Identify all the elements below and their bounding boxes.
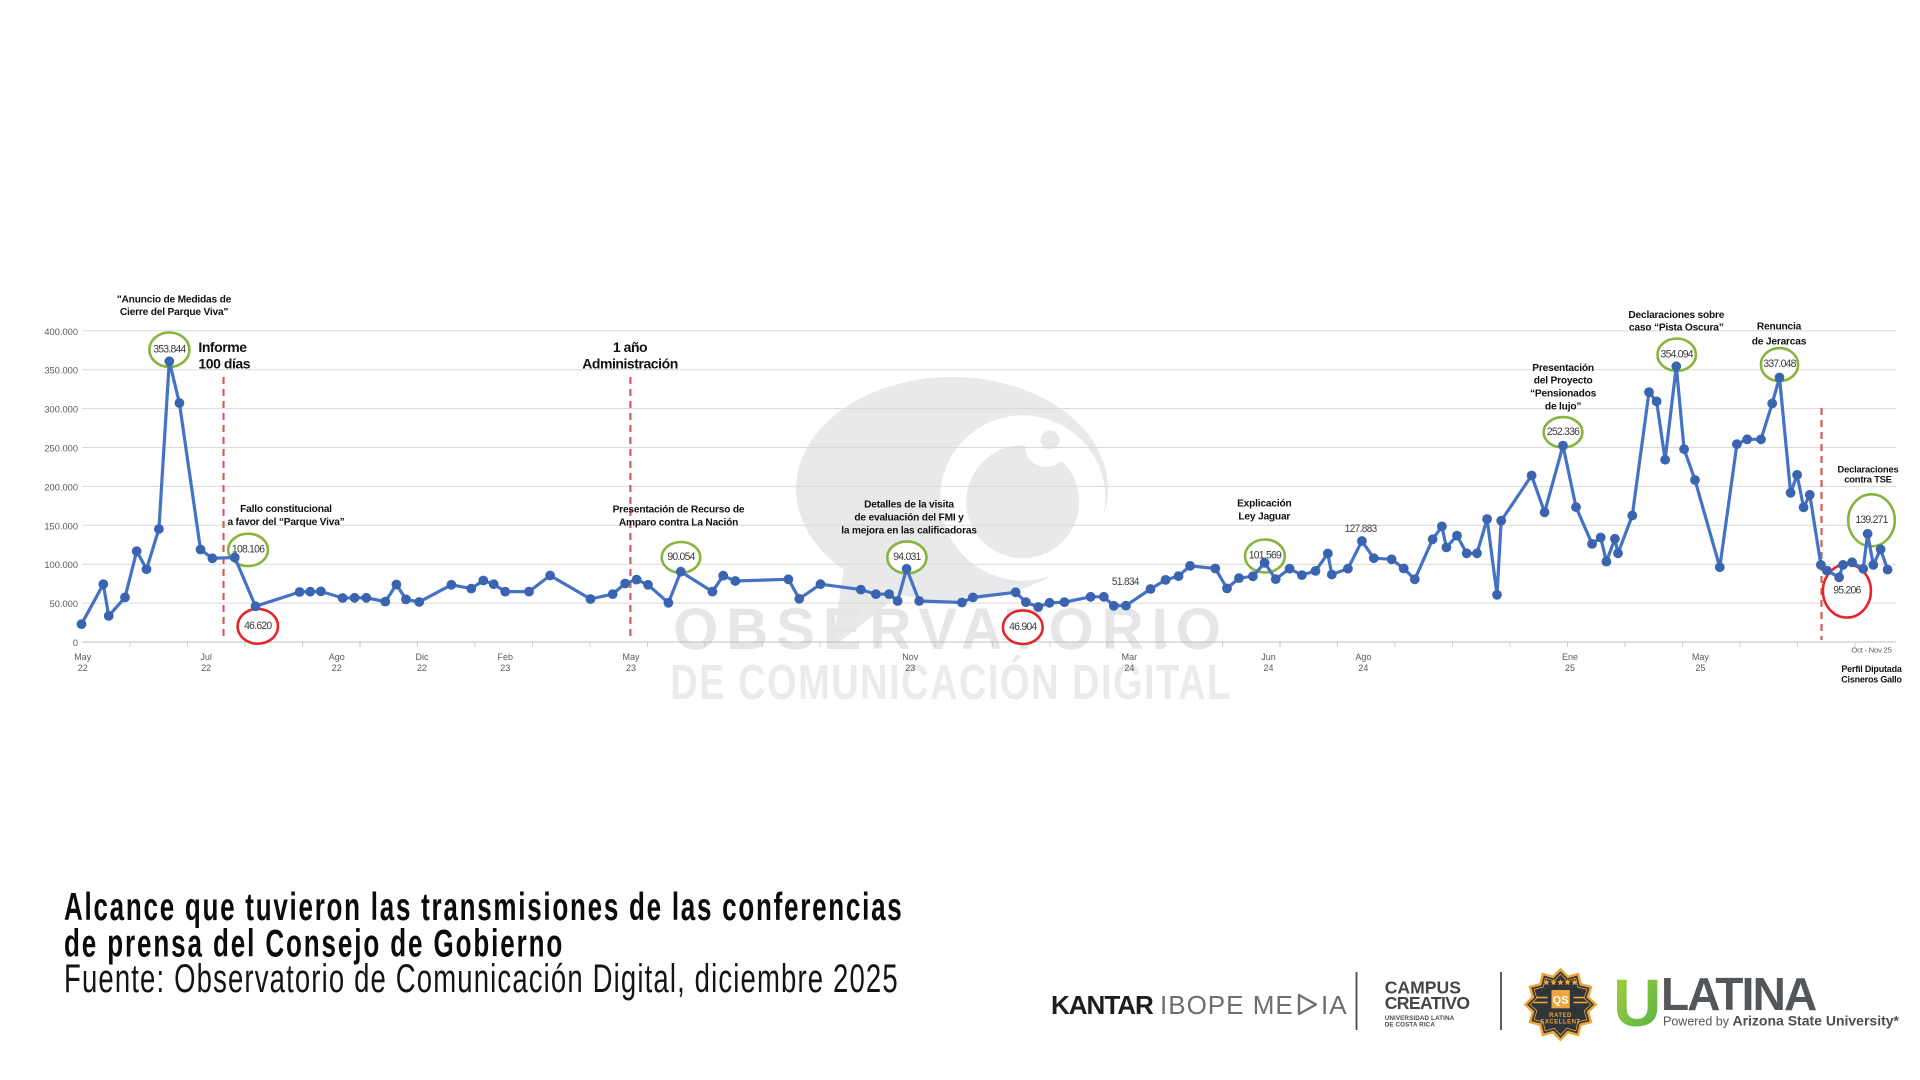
svg-text:Ago: Ago — [329, 652, 345, 662]
svg-text:353.844: 353.844 — [153, 343, 186, 355]
svg-text:IA: IA — [1321, 990, 1348, 1020]
svg-text:RATED: RATED — [1549, 1013, 1572, 1019]
svg-text:Jun: Jun — [1261, 652, 1276, 662]
svg-text:May: May — [1692, 652, 1710, 662]
svg-text:Administración: Administración — [582, 356, 678, 372]
svg-text:a favor del “Parque Viva”: a favor del “Parque Viva” — [227, 517, 344, 528]
svg-text:Explicación: Explicación — [1237, 499, 1291, 510]
svg-text:Mar: Mar — [1122, 652, 1138, 662]
svg-text:“Pensionados: “Pensionados — [1530, 388, 1597, 399]
svg-text:Feb: Feb — [498, 652, 514, 662]
svg-text:24: 24 — [1263, 663, 1273, 673]
svg-text:22: 22 — [417, 663, 427, 673]
svg-text:DE COMUNICACIÓN DIGITAL: DE COMUNICACIÓN DIGITAL — [670, 654, 1231, 710]
svg-text:CREATIVO: CREATIVO — [1385, 993, 1470, 1013]
svg-text:150.000: 150.000 — [44, 521, 78, 531]
svg-text:de lujo”: de lujo” — [1545, 401, 1581, 412]
svg-text:46.620: 46.620 — [244, 620, 272, 632]
svg-text:Fallo constitucional: Fallo constitucional — [240, 504, 332, 515]
svg-text:del Proyecto: del Proyecto — [1534, 376, 1593, 387]
svg-text:May: May — [622, 652, 640, 662]
svg-text:139.271: 139.271 — [1855, 514, 1888, 526]
svg-text:252.336: 252.336 — [1547, 426, 1580, 438]
svg-text:KANTAR: KANTAR — [1051, 990, 1154, 1020]
svg-text:Declaraciones: Declaraciones — [1838, 464, 1899, 474]
svg-text:DE COSTA RICA: DE COSTA RICA — [1385, 1022, 1436, 1029]
svg-text:50.000: 50.000 — [50, 599, 78, 609]
svg-text:101.569: 101.569 — [1249, 549, 1282, 561]
svg-text:24: 24 — [1358, 663, 1368, 673]
svg-text:Presentación: Presentación — [1532, 363, 1594, 374]
svg-text:22: 22 — [201, 663, 211, 673]
svg-text:UNIVERSIDAD LATINA: UNIVERSIDAD LATINA — [1385, 1015, 1455, 1022]
svg-text:QS: QS — [1553, 995, 1569, 1007]
svg-text:Powered by Arizona State Unive: Powered by Arizona State University* — [1663, 1013, 1900, 1029]
svg-text:100 días: 100 días — [198, 356, 250, 372]
svg-text:90.054: 90.054 — [667, 551, 695, 563]
svg-text:51.834: 51.834 — [1112, 577, 1140, 588]
svg-text:94.031: 94.031 — [893, 551, 921, 563]
svg-text:Amparo contra La Nación: Amparo contra La Nación — [619, 518, 738, 529]
svg-text:Ley Jaguar: Ley Jaguar — [1238, 511, 1290, 522]
svg-text:23: 23 — [500, 663, 510, 673]
svg-text:23: 23 — [905, 663, 915, 673]
svg-text:23: 23 — [626, 663, 636, 673]
svg-text:de prensa del Consejo de Gobie: de prensa del Consejo de Gobierno — [64, 922, 564, 966]
svg-text:Nov: Nov — [902, 652, 919, 662]
svg-text:Ene: Ene — [1562, 652, 1578, 662]
svg-text:EXCELLENT: EXCELLENT — [1540, 1020, 1580, 1026]
svg-text:IBOPE ME: IBOPE ME — [1160, 990, 1294, 1020]
svg-text:LATINA: LATINA — [1661, 968, 1816, 1020]
svg-text:caso “Pista Oscura”: caso “Pista Oscura” — [1629, 323, 1724, 334]
svg-text:Fuente: Observatorio de Comuni: Fuente: Observatorio de Comunicación Dig… — [64, 957, 899, 1001]
svg-text:Renuncia: Renuncia — [1757, 322, 1802, 333]
svg-text:400.000: 400.000 — [44, 327, 78, 337]
svg-text:la mejora en las calificadoras: la mejora en las calificadoras — [841, 525, 977, 536]
svg-text:OBSERVATORIO: OBSERVATORIO — [673, 597, 1229, 662]
svg-text:Detalles de la visita: Detalles de la visita — [864, 500, 954, 511]
svg-text:1 año: 1 año — [613, 339, 647, 355]
svg-text:CAMPUS: CAMPUS — [1385, 978, 1462, 998]
svg-text:Perfil Diputada: Perfil Diputada — [1841, 664, 1903, 674]
svg-text:46.904: 46.904 — [1009, 620, 1037, 632]
svg-text:0: 0 — [73, 638, 78, 648]
svg-text:"Anuncio de Medidas de: "Anuncio de Medidas de — [117, 295, 232, 306]
svg-text:337.048: 337.048 — [1763, 358, 1796, 370]
svg-text:22: 22 — [332, 663, 342, 673]
svg-text:Informe: Informe — [198, 339, 247, 355]
svg-text:de Jerarcas: de Jerarcas — [1752, 336, 1807, 347]
svg-text:Cierre del Parque Viva": Cierre del Parque Viva" — [120, 307, 229, 318]
svg-text:300.000: 300.000 — [44, 405, 78, 415]
svg-text:Oct - Nov 25: Oct - Nov 25 — [1851, 646, 1891, 655]
svg-text:Ago: Ago — [1355, 652, 1371, 662]
svg-text:de evaluación del FMI y: de evaluación del FMI y — [854, 513, 964, 524]
svg-text:Declaraciones sobre: Declaraciones sobre — [1628, 310, 1724, 321]
svg-text:Alcance que tuvieron las trans: Alcance que tuvieron las transmisiones d… — [64, 886, 903, 930]
svg-text:350.000: 350.000 — [44, 366, 78, 376]
svg-text:127.883: 127.883 — [1345, 524, 1378, 535]
svg-text:25: 25 — [1695, 663, 1705, 673]
svg-text:May: May — [74, 652, 92, 662]
svg-text:24: 24 — [1124, 663, 1134, 673]
svg-text:95.206: 95.206 — [1833, 584, 1861, 596]
svg-text:354.094: 354.094 — [1661, 348, 1694, 360]
svg-text:108.106: 108.106 — [232, 543, 265, 555]
svg-text:Presentación de Recurso de: Presentación de Recurso de — [613, 505, 745, 516]
svg-text:250.000: 250.000 — [44, 444, 78, 454]
svg-text:Jul: Jul — [200, 652, 212, 662]
svg-text:22: 22 — [78, 663, 88, 673]
svg-text:contra TSE: contra TSE — [1844, 474, 1892, 484]
svg-text:100.000: 100.000 — [44, 560, 78, 570]
svg-text:200.000: 200.000 — [44, 482, 78, 492]
svg-text:Cisneros Gallo: Cisneros Gallo — [1841, 675, 1902, 685]
svg-text:25: 25 — [1565, 663, 1575, 673]
svg-text:U: U — [1613, 966, 1661, 1041]
svg-text:Dic: Dic — [416, 652, 429, 662]
